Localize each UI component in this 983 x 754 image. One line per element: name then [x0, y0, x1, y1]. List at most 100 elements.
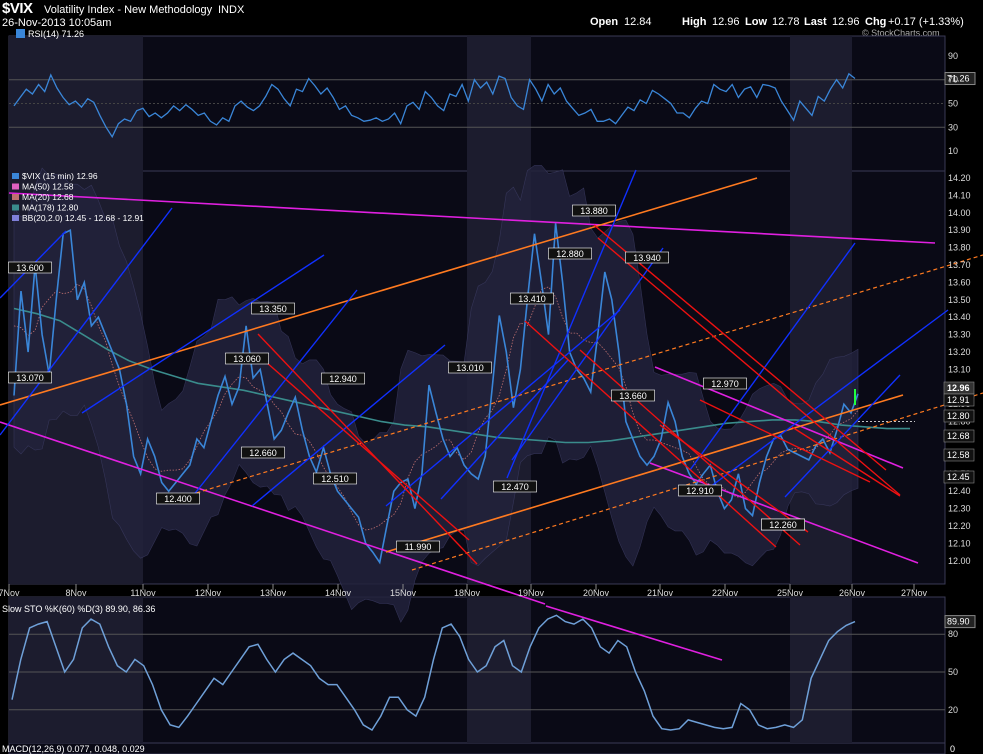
legend-swatch [12, 173, 19, 179]
rsi-tick-label: 50 [948, 99, 958, 109]
rsi-legend-swatch [16, 29, 25, 38]
price-annotation-box [251, 302, 295, 315]
red-channel-line [597, 237, 901, 496]
rsi-layer: 71.26 [13, 72, 976, 139]
chart-header: $VIX Volatility Index - New Methodology … [0, 0, 983, 38]
price-annotation-box [8, 371, 52, 384]
ma178-line [13, 307, 910, 444]
x-tick-label: 19Nov [518, 588, 545, 598]
red-channel-line [257, 333, 478, 565]
orange-channel-upper [0, 177, 758, 406]
price-annotation-box [396, 540, 440, 553]
low-value: 12.78 [772, 16, 800, 28]
shade-band [9, 597, 143, 743]
x-tick-label: 26Nov [839, 588, 866, 598]
exchange-label: INDX [218, 4, 245, 16]
axis-layer: 90 70 50 30 10 14.20 14.10 14.00 13.90 13.80 13.70… [0, 51, 975, 715]
price-tick-label: 13.50 [948, 295, 971, 305]
price-annotation-text: 12.470 [501, 482, 529, 492]
price-annotation-box [493, 480, 537, 493]
price-annotation-box [156, 492, 200, 505]
blue-channel-line [689, 242, 856, 471]
price-annotation-box [225, 352, 269, 365]
shade-band [9, 36, 143, 171]
price-annotation-text: 12.940 [329, 374, 357, 384]
price-annotation-box [241, 446, 285, 459]
price-tick-label: 12.00 [948, 556, 971, 566]
price-annotation-text: 12.510 [321, 474, 349, 484]
price-annotation-text: 13.350 [259, 304, 287, 314]
macd-panel [8, 742, 946, 754]
x-tick-label: 14Nov [325, 588, 352, 598]
price-annotation-text: 13.060 [233, 354, 261, 364]
price-right-label: 12.91 [947, 395, 970, 405]
datetime-label: 26-Nov-2013 10:05am [2, 17, 112, 29]
legend-swatch [12, 204, 19, 211]
instrument-name: Volatility Index - New Methodology [44, 4, 213, 16]
last-value: 12.96 [832, 16, 860, 28]
sto-last-value-text: 89.90 [947, 617, 970, 627]
magenta-channel-upper [654, 366, 904, 469]
rsi-tick-label: 30 [948, 122, 958, 132]
sto-tick-label: 50 [948, 667, 958, 677]
price-annotation-box [548, 247, 592, 260]
price-annotation-text: 13.600 [16, 263, 44, 273]
legend-swatch [12, 215, 19, 221]
orange-channel-middle [182, 254, 983, 498]
price-tick-label: 13.20 [948, 347, 971, 357]
legend-label: MA(178) 12.80 [22, 203, 78, 213]
orange-channel-lower [385, 394, 904, 553]
x-tick-label: 7Nov [0, 588, 20, 598]
price-right-label: 12.96 [947, 383, 970, 393]
legend-swatch [12, 183, 19, 190]
price-annotation-text: 13.880 [580, 206, 608, 216]
x-tick-label: 15Nov [390, 588, 417, 598]
price-annotation-box [678, 484, 722, 497]
price-annotation-box [611, 389, 655, 402]
rsi-last-value-box [944, 72, 976, 86]
magenta-support-line [0, 421, 546, 605]
watermark: © StockCharts.com [862, 28, 940, 38]
blue-channel-line [709, 309, 949, 488]
price-annotation-text: 12.260 [769, 520, 797, 530]
red-channel-line [593, 224, 887, 471]
sto-last-value-box [944, 615, 976, 629]
symbol-label: $VIX [2, 0, 33, 17]
price-annotation-text: 12.910 [686, 486, 714, 496]
chg-value: +0.17 (+1.33%) [888, 16, 964, 28]
price-annotation-text: 11.990 [405, 542, 432, 552]
open-label: Open [590, 16, 619, 28]
red-channel-line [524, 320, 777, 548]
price-annotation-text: 12.400 [164, 494, 192, 504]
open-value: 12.84 [624, 16, 652, 28]
price-tick-label: 12.40 [948, 486, 971, 496]
rsi-line [13, 72, 856, 139]
price-tick-label: 13.90 [948, 225, 971, 235]
price-annotation-box [703, 377, 747, 390]
price-annotation-box [321, 372, 365, 385]
price-right-label-box [943, 470, 975, 484]
price-tick-label: 13.70 [948, 260, 971, 270]
low-label: Low [745, 16, 767, 28]
rsi-tick-label: 70 [948, 75, 958, 85]
rsi-title: RSI(14) 71.26 [28, 29, 84, 39]
magenta-resistance-line [8, 192, 936, 244]
legend-label: MA(20) 12.68 [22, 192, 74, 202]
blue-channel-line [191, 289, 358, 498]
rsi-last-value-text: 71.26 [947, 74, 970, 84]
chg-label: Chg [865, 16, 887, 28]
legend-label: $VIX (15 min) 12.96 [22, 171, 98, 181]
last-label: Last [804, 16, 827, 28]
red-channel-line [659, 424, 809, 533]
x-tick-label: 11Nov [130, 588, 156, 598]
x-tick-label: 8Nov [65, 588, 87, 598]
price-tick-label: 14.00 [948, 208, 971, 218]
price-tick-label: 13.60 [948, 277, 971, 287]
price-annotation-box [572, 204, 616, 217]
x-tick-label: 18Nov [454, 588, 481, 598]
red-channel-line [699, 399, 871, 483]
price-tick-label: 13.40 [948, 312, 971, 322]
price-annotation-text: 13.070 [16, 373, 44, 383]
price-right-label-box [943, 448, 975, 462]
